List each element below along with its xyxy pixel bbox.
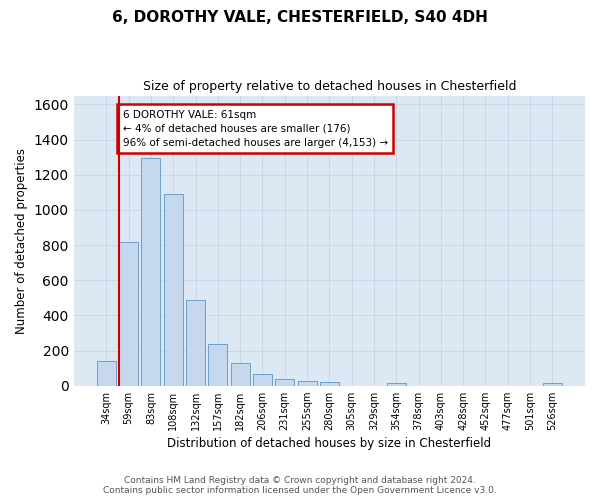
Bar [186, 300, 205, 386]
Text: 6, DOROTHY VALE, CHESTERFIELD, S40 4DH: 6, DOROTHY VALE, CHESTERFIELD, S40 4DH [112, 10, 488, 25]
Bar [298, 381, 317, 386]
Bar [97, 361, 116, 386]
Bar [320, 382, 339, 386]
Bar [387, 383, 406, 386]
Bar [164, 194, 183, 386]
Text: Contains HM Land Registry data © Crown copyright and database right 2024.
Contai: Contains HM Land Registry data © Crown c… [103, 476, 497, 495]
Bar [142, 158, 160, 386]
X-axis label: Distribution of detached houses by size in Chesterfield: Distribution of detached houses by size … [167, 437, 491, 450]
Bar [230, 363, 250, 386]
Bar [275, 378, 294, 386]
Text: 6 DOROTHY VALE: 61sqm
← 4% of detached houses are smaller (176)
96% of semi-deta: 6 DOROTHY VALE: 61sqm ← 4% of detached h… [122, 110, 388, 148]
Bar [253, 374, 272, 386]
Title: Size of property relative to detached houses in Chesterfield: Size of property relative to detached ho… [143, 80, 516, 93]
Y-axis label: Number of detached properties: Number of detached properties [15, 148, 28, 334]
Bar [543, 383, 562, 386]
Bar [119, 242, 138, 386]
Bar [208, 344, 227, 386]
